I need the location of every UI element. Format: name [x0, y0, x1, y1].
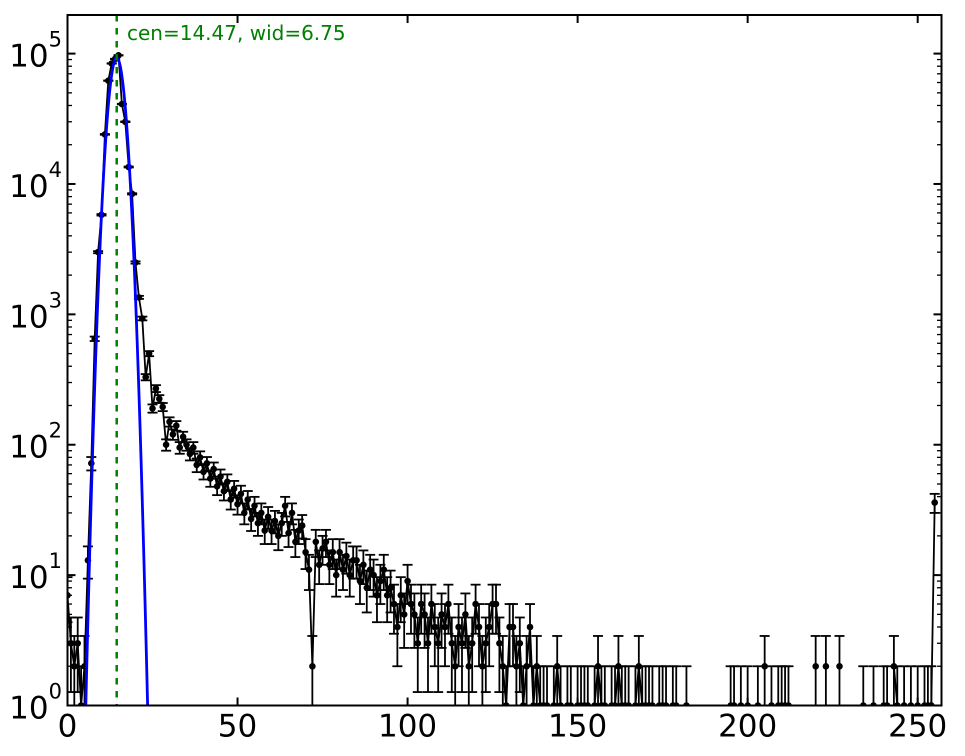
- y-tick-label: 101: [9, 549, 62, 596]
- x-tick-label: 50: [218, 709, 257, 745]
- y-tick-label: 103: [9, 288, 62, 335]
- x-tick-label: 0: [58, 709, 78, 745]
- plot-area: [67, 15, 940, 706]
- y-tick-label: 102: [9, 419, 62, 466]
- x-tick-label: 150: [548, 709, 607, 745]
- fit-annotation: cen=14.47, wid=6.75: [127, 20, 346, 45]
- y-tick-label: 104: [9, 158, 62, 205]
- y-tick-label: 100: [9, 680, 62, 727]
- tick-labels: 0 50 100 150 200 250 100 101 102 103 104 105: [9, 28, 947, 745]
- plot-border: [66, 14, 943, 707]
- error-bars: [67, 54, 940, 706]
- data-points: [67, 52, 938, 706]
- x-tick-label: 100: [378, 709, 437, 745]
- axis-ticks: [66, 15, 942, 707]
- data-connector-lines: [67, 53, 936, 706]
- x-tick-label: 250: [888, 709, 947, 745]
- x-tick-label: 200: [718, 709, 777, 745]
- y-tick-label: 105: [9, 28, 62, 75]
